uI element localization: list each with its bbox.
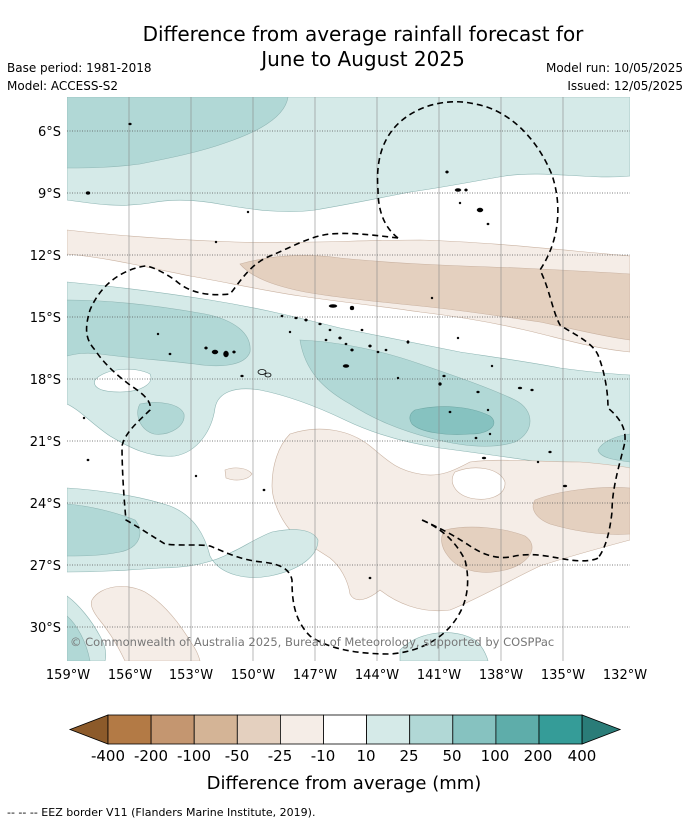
colorbar-label: 25 — [399, 747, 418, 765]
lon-label: 159°W — [46, 668, 90, 683]
wet-region-north-strong — [67, 97, 289, 169]
colorbar-swatch — [366, 714, 411, 745]
islands — [82, 122, 568, 580]
colorbar-swatch — [107, 714, 152, 745]
model-run-label: Model run: 10/05/2025 — [545, 61, 683, 75]
lon-label: 138°W — [479, 668, 523, 683]
island-outlines — [257, 369, 272, 378]
dry-region-central-strong — [239, 255, 630, 341]
colorbar-label: 10 — [356, 747, 375, 765]
lat-label: 21°S — [30, 435, 61, 450]
eez-border-west — [85, 232, 469, 655]
eez-borders — [85, 101, 626, 655]
rainfall-map: © Commonwealth of Australia 2025, Bureau… — [30, 97, 647, 794]
lat-label: 12°S — [30, 249, 61, 264]
dry-region-south-strong-east — [532, 487, 630, 535]
lat-label: 6°S — [38, 125, 61, 140]
colorbar-swatch — [193, 714, 238, 745]
colorbar-swatch — [452, 714, 497, 745]
colorbar-label: -25 — [268, 747, 293, 765]
lat-label: 15°S — [30, 311, 61, 326]
lon-label: 150°W — [231, 668, 275, 683]
issued-label: Issued: 12/05/2025 — [567, 79, 683, 93]
colorbar-swatch — [495, 714, 540, 745]
lon-label: 147°W — [293, 668, 337, 683]
colorbar-labels: -400 -200 -100 -50 -25 -10 10 25 50 100 … — [91, 747, 596, 765]
colorbar-swatch — [323, 714, 367, 745]
map-plot-area: © Commonwealth of Australia 2025, Bureau… — [67, 97, 630, 661]
colorbar-label: -400 — [91, 747, 125, 765]
lon-label: 132°W — [603, 668, 647, 683]
eez-legend-note: -- -- -- EEZ border V11 (Flanders Marine… — [7, 806, 316, 819]
colorbar-swatch — [409, 714, 454, 745]
colorbar-swatch — [538, 714, 583, 745]
longitude-gridlines — [128, 97, 564, 661]
neutral-gap-south — [451, 467, 506, 500]
colorbar-label: 400 — [568, 747, 597, 765]
lon-label: 153°W — [169, 668, 213, 683]
eez-border-north — [376, 101, 626, 559]
colorbar-label: -100 — [177, 747, 211, 765]
wet-region-southwest-strong — [67, 503, 141, 557]
dry-region-southwest — [90, 586, 201, 661]
colorbar-title: Difference from average (mm) — [207, 773, 482, 794]
lon-label: 135°W — [541, 668, 585, 683]
colorbar-label: 50 — [442, 747, 461, 765]
lat-label: 18°S — [30, 373, 61, 388]
dry-region-small — [224, 467, 253, 481]
title-line-1: Difference from average rainfall forecas… — [142, 22, 584, 46]
colorbar-extend-left — [68, 714, 109, 745]
base-period-label: Base period: 1981-2018 — [7, 61, 152, 75]
lat-label: 27°S — [30, 559, 61, 574]
colorbar-label: -200 — [134, 747, 168, 765]
colorbar-swatch — [236, 714, 281, 745]
title-line-2: June to August 2025 — [261, 47, 465, 71]
colorbar-label: 100 — [481, 747, 510, 765]
wet-region-south-small — [399, 632, 489, 661]
meta-right: Model run: 10/05/2025 Issued: 12/05/2025 — [546, 59, 683, 95]
lat-label: 9°S — [38, 187, 61, 202]
map-title: Difference from average rainfall forecas… — [0, 22, 690, 72]
colorbar-extend-right — [581, 714, 622, 745]
colorbar-label: -10 — [311, 747, 336, 765]
latitude-labels: 6°S 9°S 12°S 15°S 18°S 21°S 24°S 27°S 30… — [30, 125, 61, 636]
lon-label: 156°W — [108, 668, 152, 683]
eez-border-southeast — [421, 519, 599, 562]
wet-region-southwest — [67, 487, 319, 578]
lon-label: 144°W — [355, 668, 399, 683]
wet-region-core — [409, 406, 495, 435]
lat-label: 24°S — [30, 497, 61, 512]
colorbar-swatch — [150, 714, 195, 745]
colorbar-label: -50 — [225, 747, 250, 765]
colorbar-swatch — [279, 714, 324, 745]
neutral-gap-west — [94, 368, 152, 393]
lat-label: 30°S — [30, 621, 61, 636]
colorbar-swatches — [68, 714, 622, 745]
model-label: Model: ACCESS-S2 — [7, 79, 119, 93]
dry-region-south-strong-center — [441, 526, 533, 573]
colorbar-label: 200 — [524, 747, 553, 765]
lon-label: 141°W — [417, 668, 461, 683]
longitude-labels: 159°W 156°W 153°W 150°W 147°W 144°W 141°… — [46, 668, 647, 683]
colorbar: -400 -200 -100 -50 -25 -10 10 25 50 100 … — [68, 714, 622, 794]
meta-left: Base period: 1981-2018 Model: ACCESS-S2 — [7, 59, 152, 95]
copyright-notice: © Commonwealth of Australia 2025, Bureau… — [70, 635, 554, 649]
